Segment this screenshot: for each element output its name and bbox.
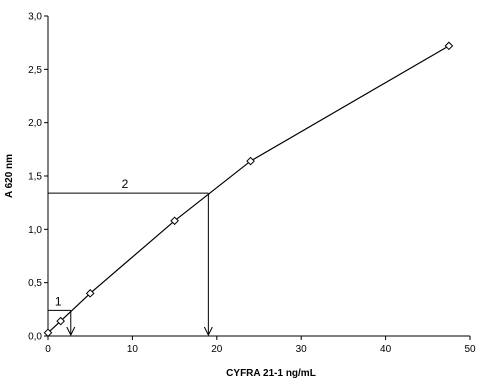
y-tick-label: 3,0 [28,12,42,23]
series-line [47,45,450,334]
x-tick-label: 20 [211,344,223,355]
annotation-label: 1 [55,294,62,308]
data-point [444,41,454,51]
annotation-label: 2 [122,177,129,191]
x-tick-label: 0 [45,344,51,355]
data-point [170,216,179,226]
x-tick-label: 40 [380,344,392,355]
y-tick-label: 1,0 [28,225,42,236]
y-tick-label: 0,5 [28,278,42,289]
data-series [43,41,454,338]
y-tick-label: 2,0 [28,118,42,129]
data-point [56,316,65,326]
x-tick-label: 50 [464,344,476,355]
data-point [43,328,53,338]
x-axis-title: CYFRA 21-1 ng/mL [226,368,316,379]
annotation-arrowhead [66,326,76,337]
annotation-arrowhead [203,326,213,337]
y-tick-label: 0,0 [28,332,42,343]
x-tick-label: 30 [296,344,308,355]
data-point [246,156,255,166]
x-tick-label: 10 [127,344,139,355]
annotation-lines: 12 [48,177,213,337]
y-tick-label: 2,5 [28,65,42,76]
axes: 0 10 20 30 40 50 0,0 0,5 1,0 1,5 2,0 2,5 3,0 [28,12,476,356]
y-tick-label: 1,5 [28,172,42,183]
data-point [85,289,95,298]
y-axis-title: A 620 nm [4,154,15,198]
